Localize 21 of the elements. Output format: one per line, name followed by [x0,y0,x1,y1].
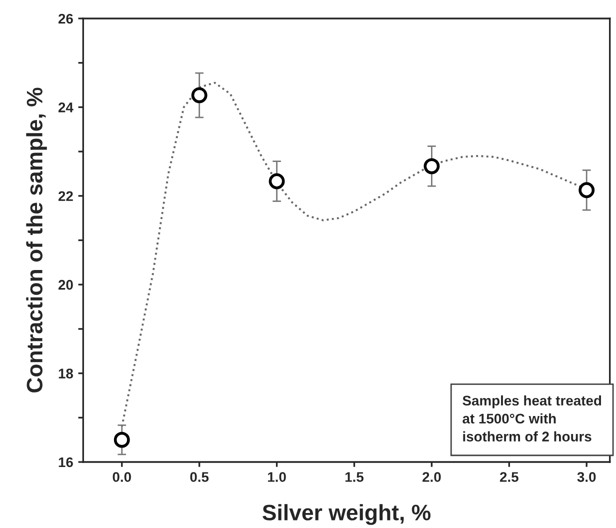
x-tick-label: 1.5 [345,472,364,482]
x-axis-title: Silver weight, % [262,504,431,525]
x-tick-label: 0.5 [190,472,209,482]
y-tick-label: 18 [58,368,74,378]
y-tick-label: 20 [58,280,73,290]
y-tick-label: 16 [58,457,73,468]
y-axis-title: Contraction of the sample, % [26,88,47,392]
x-tick-label: 1.0 [268,472,286,482]
x-tick-label: 2.5 [500,472,518,482]
annotation: Samples heat treated at 1500°C with isotherm of 2 hours [462,395,602,442]
point [114,432,130,448]
point [578,182,595,198]
point [268,173,285,190]
x-tick-label: 2.0 [422,472,441,482]
point [424,158,440,174]
x-tick-label: 3.0 [577,472,596,482]
x-tick-label: 0.0 [112,472,131,482]
y-tick-label: 22 [58,191,73,201]
y-tick-label: 24 [58,102,74,112]
point [191,87,208,104]
y-tick-label: 26 [58,14,73,24]
